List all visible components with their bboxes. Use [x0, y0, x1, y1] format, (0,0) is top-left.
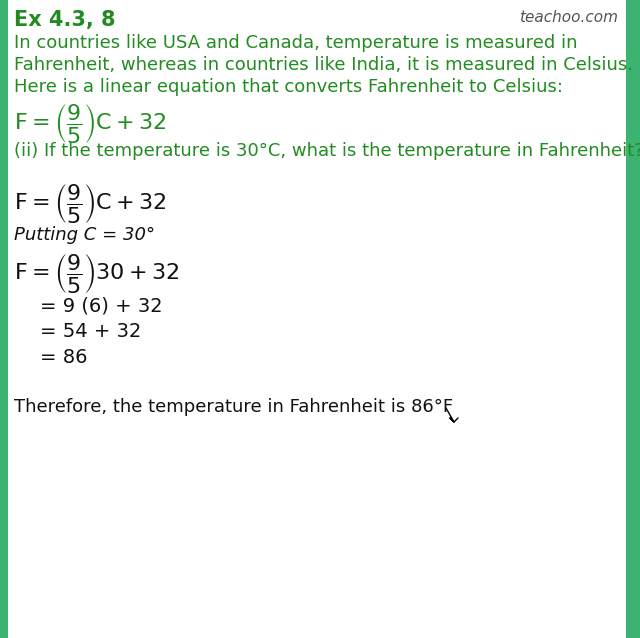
Text: $\mathregular{F} = \left(\dfrac{9}{5}\right) \mathregular{C} + 32$: $\mathregular{F} = \left(\dfrac{9}{5}\ri… [14, 102, 166, 145]
Text: = 54 + 32: = 54 + 32 [40, 322, 141, 341]
Text: teachoo.com: teachoo.com [519, 10, 618, 25]
Text: (ii) If the temperature is 30°C, what is the temperature in Fahrenheit?: (ii) If the temperature is 30°C, what is… [14, 142, 640, 160]
Text: In countries like USA and Canada, temperature is measured in: In countries like USA and Canada, temper… [14, 34, 577, 52]
Text: Putting C = 30°: Putting C = 30° [14, 226, 155, 244]
Text: = 86: = 86 [40, 348, 88, 367]
Text: Ex 4.3, 8: Ex 4.3, 8 [14, 10, 115, 30]
Text: Here is a linear equation that converts Fahrenheit to Celsius:: Here is a linear equation that converts … [14, 78, 563, 96]
Bar [626, 0, 640, 638]
Text: Therefore, the temperature in Fahrenheit is 86°F: Therefore, the temperature in Fahrenheit… [14, 398, 453, 416]
Text: $\mathregular{F} = \left(\dfrac{9}{5}\right) 30 + 32$: $\mathregular{F} = \left(\dfrac{9}{5}\ri… [14, 252, 179, 295]
Text: = 9 (6) + 32: = 9 (6) + 32 [40, 296, 163, 315]
Text: Fahrenheit, whereas in countries like India, it is measured in Celsius.: Fahrenheit, whereas in countries like In… [14, 56, 633, 74]
Bar [0, 0, 8, 638]
Text: $\mathregular{F} = \left(\dfrac{9}{5}\right) \mathregular{C} + 32$: $\mathregular{F} = \left(\dfrac{9}{5}\ri… [14, 182, 166, 225]
